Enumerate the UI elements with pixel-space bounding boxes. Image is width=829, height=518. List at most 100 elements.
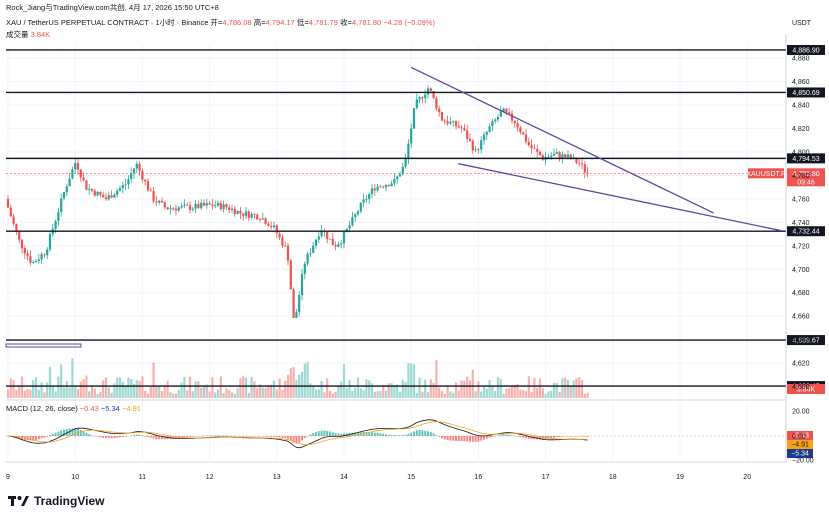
volume-bar	[572, 380, 575, 398]
volume-bar	[387, 383, 390, 398]
candle-body	[454, 120, 458, 127]
macd-histogram-bar	[357, 432, 359, 436]
x-tick-label: 13	[273, 474, 281, 481]
macd-line	[7, 419, 588, 449]
candle-body	[23, 248, 26, 254]
macd-histogram-bar	[301, 436, 303, 441]
candle-body	[317, 236, 320, 240]
candle-body	[127, 179, 130, 185]
candle-body	[457, 126, 460, 128]
macd-histogram-bar	[536, 436, 539, 440]
candle-body	[138, 163, 141, 171]
tradingview-logo[interactable]: TradingView	[8, 494, 104, 508]
candle-body	[180, 205, 183, 208]
candle-body	[524, 134, 528, 142]
volume-bar	[345, 388, 348, 398]
macd-histogram-bar	[127, 436, 130, 437]
candle-body	[202, 202, 206, 206]
volume-bar	[466, 376, 469, 398]
candle-body	[174, 208, 178, 211]
candle-body	[516, 123, 519, 128]
volume-bar	[480, 391, 483, 398]
candle-body	[46, 249, 49, 256]
volume-bar	[440, 390, 444, 398]
candle-body	[505, 108, 508, 113]
macd-histogram-bar	[107, 436, 110, 439]
volume-bar	[583, 393, 586, 398]
volume-bar	[404, 382, 407, 398]
volume-bar	[216, 389, 220, 398]
volume-bar	[85, 375, 88, 398]
volume-bar	[365, 379, 368, 398]
macd-histogram-bar	[393, 435, 396, 436]
volume-bars	[6, 358, 589, 398]
macd-histogram-bar	[466, 436, 469, 442]
macd-histogram-bar	[567, 436, 569, 437]
macd-histogram-bar	[586, 436, 589, 437]
macd-badge	[787, 431, 813, 440]
candle-body	[57, 212, 60, 222]
candle-body	[513, 120, 516, 124]
volume-bar	[51, 386, 54, 398]
candle-body	[205, 203, 208, 206]
macd-histogram-bar	[399, 435, 401, 436]
volume-bar	[488, 379, 491, 398]
macd-histogram-bar	[519, 436, 522, 438]
candle-body	[214, 205, 217, 207]
macd-histogram-bar	[550, 436, 553, 439]
candle-body	[580, 163, 584, 165]
candle-body	[242, 213, 245, 216]
volume-bar	[183, 376, 186, 398]
macd-histogram-bar	[222, 435, 225, 437]
volume-bar	[320, 380, 323, 398]
candle-body	[216, 202, 220, 206]
x-tick-label: 10	[71, 474, 79, 481]
volume-bar	[76, 389, 80, 398]
macd-histogram-bar	[135, 434, 138, 436]
candle-body	[177, 207, 180, 211]
volume-bar	[373, 391, 376, 398]
macd-histogram-bar	[49, 435, 51, 436]
volume-bar	[149, 386, 152, 398]
candle-body	[538, 151, 542, 156]
candle-body	[74, 163, 77, 170]
countdown-label: 09:46	[797, 179, 815, 186]
macd-histogram-bar	[407, 433, 410, 436]
volume-bar	[135, 379, 138, 398]
candle-body	[488, 126, 491, 132]
volume-bar	[104, 377, 108, 398]
volume-bar	[295, 379, 298, 398]
macd-histogram-bar	[91, 435, 93, 436]
candle-body	[583, 164, 586, 173]
candle-body	[169, 208, 172, 210]
candle-body	[155, 201, 158, 203]
volume-bar	[356, 377, 360, 398]
macd-histogram-bar	[385, 434, 387, 436]
symbol-title[interactable]: XAU / TetherUS PERPETUAL CONTRACT · 1小时 …	[6, 18, 209, 27]
open-label: 开=	[210, 18, 223, 27]
change-value: −4.28 (−0.09%)	[383, 18, 435, 27]
macd-histogram-bar	[547, 436, 550, 439]
currency-label[interactable]: USDT	[791, 20, 811, 27]
candle-body	[404, 158, 407, 167]
macd-histogram-bar	[365, 432, 368, 436]
candle-body	[303, 263, 306, 274]
trendline	[458, 163, 781, 232]
candle-body	[40, 254, 43, 260]
candle-body	[236, 210, 239, 215]
candle-body	[373, 188, 376, 191]
macd-histogram-bar	[85, 433, 88, 436]
macd-histogram-bar	[494, 436, 497, 437]
volume-bar	[278, 378, 281, 398]
volume-bar	[247, 392, 250, 398]
volume-bar	[141, 376, 144, 398]
volume-bar	[6, 389, 10, 398]
volume-bar	[354, 387, 357, 398]
macd-histogram-bar	[71, 428, 74, 436]
macd-histogram-bar	[183, 436, 186, 438]
macd-histogram-bar	[15, 436, 18, 438]
volume-bar	[37, 389, 40, 398]
macd-histogram-bar	[256, 436, 259, 437]
macd-histogram-bar	[138, 434, 141, 436]
